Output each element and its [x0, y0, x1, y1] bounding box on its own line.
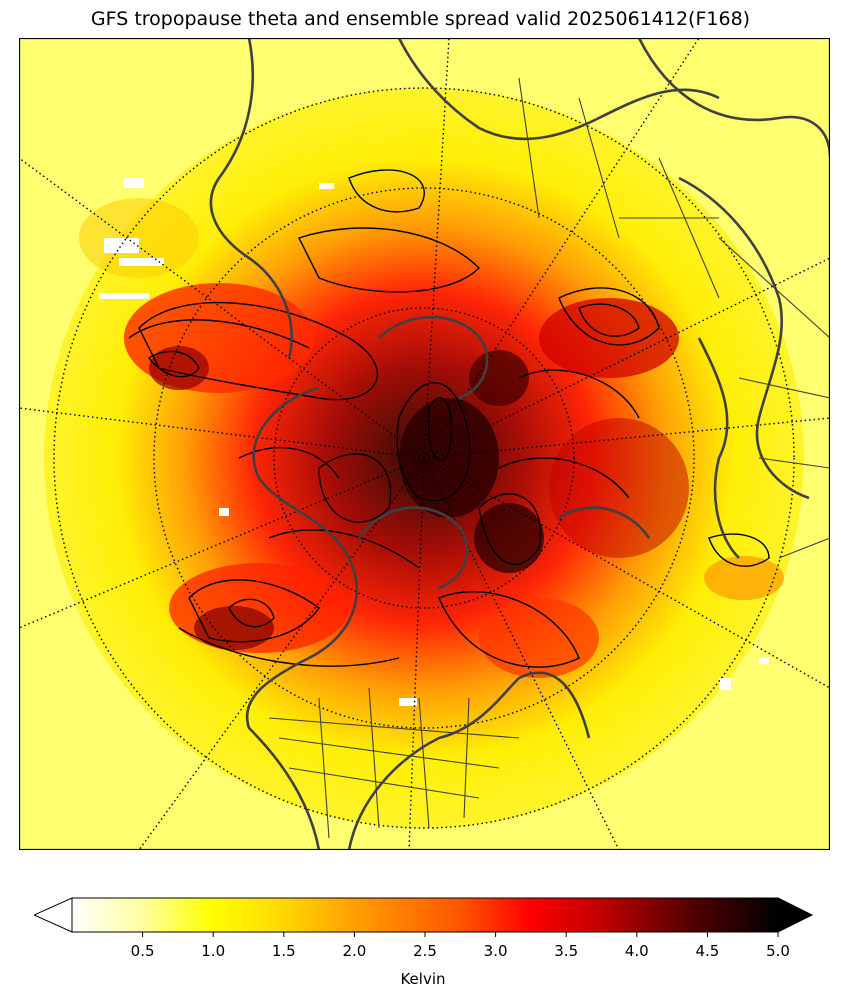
colorbar-ticks: 0.5 1.0 1.5 2.0 2.5 3.0 3.5 4.0 4.5 5.0: [131, 932, 790, 960]
colorbar-min-extend: [34, 897, 73, 933]
map-frame: [19, 38, 830, 850]
colorbar-tick-label: 2.5: [413, 942, 437, 960]
colorbar-tick-label: 1.0: [201, 942, 225, 960]
map-panel: [19, 38, 830, 850]
colorbar-label: Kelvin: [400, 970, 446, 988]
colorbar-tick-label: 4.5: [695, 942, 719, 960]
spread-blobs: [79, 198, 784, 678]
low-spread-patches: [99, 178, 769, 706]
colorbar-tick-label: 5.0: [766, 942, 790, 960]
colorbar: 0.5 1.0 1.5 2.0 2.5 3.0 3.5 4.0 4.5 5.0: [34, 897, 814, 960]
colorbar-tick-label: 4.0: [625, 942, 649, 960]
chart-title: GFS tropopause theta and ensemble spread…: [90, 8, 751, 30]
colorbar-tick-label: 2.0: [342, 942, 366, 960]
colorbar-max-extend: [777, 897, 814, 933]
graticule-lines: [19, 38, 830, 850]
coastlines: [209, 38, 830, 850]
colorbar-tick-label: 3.5: [554, 942, 578, 960]
theta-contours: [128, 169, 770, 668]
colorbar-tick-label: 3.0: [484, 942, 508, 960]
colorbar-gradient: [71, 897, 779, 933]
colorbar-tick-label: 0.5: [131, 942, 155, 960]
colorbar-tick-label: 1.5: [272, 942, 296, 960]
political-borders: [268, 77, 830, 839]
